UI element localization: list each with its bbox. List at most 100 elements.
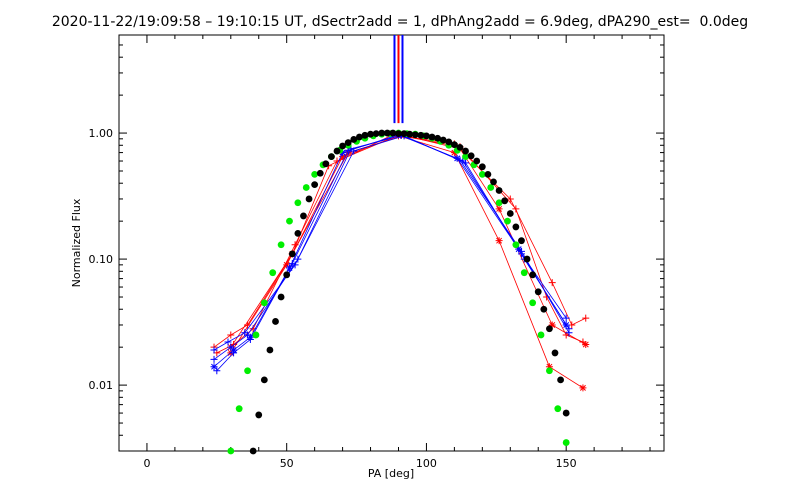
plus-marker xyxy=(517,247,525,255)
model-point xyxy=(322,160,330,168)
star-marker xyxy=(210,363,218,371)
series-line xyxy=(230,134,586,348)
tick-group: 0 50 100 150 0.01 0.10 1.00 xyxy=(89,34,664,470)
star-marker xyxy=(562,321,570,329)
model-point xyxy=(272,318,279,325)
plus-marker xyxy=(456,156,464,164)
model-point xyxy=(434,134,442,142)
model-point xyxy=(235,405,243,413)
model-point xyxy=(554,405,562,413)
x-axis-label: PA [deg] xyxy=(368,467,414,480)
model-point xyxy=(288,250,296,258)
model-point xyxy=(478,170,486,178)
model-point xyxy=(286,217,293,225)
model-point xyxy=(339,142,346,150)
model-point xyxy=(487,184,495,191)
model-point xyxy=(378,129,386,137)
series-blue-star-sector-C xyxy=(210,131,570,371)
model-point xyxy=(456,143,464,151)
plus-marker xyxy=(333,157,341,165)
model-point xyxy=(562,409,570,417)
plus-marker xyxy=(210,346,218,354)
plus-marker xyxy=(548,279,556,287)
model-point xyxy=(350,136,358,143)
y-tick-label: 1.00 xyxy=(89,127,114,140)
model-point xyxy=(462,153,469,161)
model-point xyxy=(305,195,313,203)
star-marker xyxy=(339,153,347,161)
model-point xyxy=(277,293,285,301)
star-marker xyxy=(495,237,503,245)
plus-marker xyxy=(462,159,470,167)
model-point xyxy=(255,411,263,419)
model-point xyxy=(355,133,363,141)
model-point xyxy=(557,376,564,384)
model-point xyxy=(260,299,268,307)
plus-marker xyxy=(582,314,590,322)
model-point xyxy=(400,130,408,138)
y-axis-label: Normalized Flux xyxy=(70,198,83,287)
model-point xyxy=(417,131,425,139)
model-point xyxy=(512,223,520,231)
model-point xyxy=(529,271,537,279)
model-point xyxy=(551,349,559,357)
plus-marker xyxy=(562,314,570,322)
model-point xyxy=(316,169,324,177)
model-point xyxy=(523,255,531,263)
model-point xyxy=(529,299,537,307)
series-line xyxy=(230,135,584,389)
series-line xyxy=(213,134,567,368)
model-point xyxy=(439,136,447,144)
model-point xyxy=(344,139,352,147)
model-point xyxy=(473,157,481,165)
model-point xyxy=(534,288,542,296)
series-red-star-sector-D xyxy=(227,131,590,351)
model-point xyxy=(423,132,430,140)
series-green-model xyxy=(227,129,570,455)
series-red-plus-sector-A xyxy=(210,131,590,351)
model-point xyxy=(504,217,511,225)
plus-marker xyxy=(565,329,573,337)
star-marker xyxy=(515,245,523,253)
plus-marker xyxy=(294,255,302,263)
series-group xyxy=(210,35,590,455)
star-marker xyxy=(450,149,458,157)
plus-marker xyxy=(506,195,514,203)
model-point xyxy=(512,241,520,249)
model-point xyxy=(269,269,277,277)
star-marker xyxy=(582,341,590,348)
star-marker xyxy=(579,384,587,392)
series-line xyxy=(213,134,586,348)
model-point xyxy=(501,197,509,205)
x-tick-label: 100 xyxy=(416,457,437,470)
plus-marker xyxy=(213,367,221,375)
plus-marker xyxy=(210,355,218,363)
model-point xyxy=(383,129,391,137)
model-point xyxy=(294,199,302,207)
series-blue-plus-sector-D xyxy=(213,131,573,375)
model-point xyxy=(495,199,503,207)
plus-marker xyxy=(224,338,232,346)
model-point xyxy=(367,130,374,138)
series-line xyxy=(216,134,584,354)
model-point xyxy=(311,170,319,178)
model-point xyxy=(277,241,285,249)
star-marker xyxy=(283,261,291,269)
model-point xyxy=(546,367,553,375)
series-red-star-sector-C xyxy=(227,132,587,392)
model-point xyxy=(244,367,251,375)
model-point xyxy=(389,129,397,137)
star-marker xyxy=(548,321,556,329)
plus-marker xyxy=(288,260,296,268)
y-tick-label: 0.10 xyxy=(89,253,114,266)
plus-marker xyxy=(246,336,254,344)
model-point xyxy=(462,147,469,155)
model-point xyxy=(249,447,257,455)
model-point xyxy=(406,130,414,138)
model-point xyxy=(252,331,260,339)
plot-frame xyxy=(118,34,665,452)
model-point xyxy=(411,131,419,139)
star-marker xyxy=(453,154,461,162)
plus-marker xyxy=(230,349,238,357)
star-marker xyxy=(495,205,503,213)
